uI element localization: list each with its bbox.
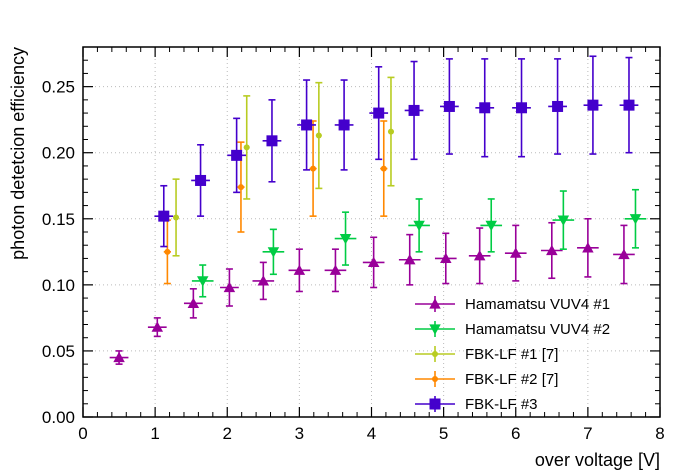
- data-point: [113, 351, 125, 363]
- legend-entry: FBK-LF #1 [7]: [415, 346, 558, 363]
- data-point: [380, 165, 387, 172]
- data-point: [403, 254, 416, 265]
- legend-marker: [429, 298, 441, 309]
- x-tick-label: 5: [439, 424, 448, 443]
- legend-label: Hamamatsu VUV4 #1: [465, 296, 610, 313]
- data-point: [485, 220, 497, 232]
- legend-label: FBK-LF #3: [465, 396, 538, 413]
- x-tick-label: 8: [655, 424, 664, 443]
- data-point: [151, 321, 164, 332]
- legend-entry: FBK-LF #3: [415, 396, 538, 413]
- x-tick-label: 4: [367, 424, 376, 443]
- legend-marker: [432, 351, 438, 357]
- grid: [83, 47, 660, 417]
- series-2: [191, 188, 647, 298]
- x-tick-label: 0: [78, 424, 87, 443]
- legend-label: FBK-LF #2 [7]: [465, 371, 558, 388]
- data-point: [339, 234, 352, 245]
- data-point: [473, 250, 486, 261]
- data-point: [243, 144, 250, 151]
- data-point: [266, 135, 278, 147]
- data-point: [367, 256, 380, 267]
- tick-labels: 0 1 2 3 4 5 6 7 8 0.00 0.05 0.10 0.15 0.20 0.25: [42, 78, 665, 443]
- data-point: [516, 102, 528, 114]
- data-point: [301, 119, 313, 131]
- y-tick-label: 0.05: [42, 342, 75, 361]
- data-point: [338, 119, 350, 131]
- data-point: [164, 248, 171, 255]
- data-point: [546, 244, 558, 256]
- series-1: [109, 217, 635, 365]
- data-point: [557, 215, 570, 226]
- series-5: [154, 55, 639, 248]
- data-point: [440, 252, 452, 264]
- y-tick-label: 0.10: [42, 276, 75, 295]
- y-tick-label: 0.15: [42, 210, 75, 229]
- data-point: [315, 132, 322, 139]
- legend-label: FBK-LF #1 [7]: [465, 346, 558, 363]
- legend: Hamamatsu VUV4 #1 Hamamatsu VUV4 #2 FBK-LF…: [415, 296, 610, 413]
- data-point: [629, 214, 642, 225]
- data-point: [408, 104, 420, 116]
- data-point: [413, 220, 425, 232]
- data-point: [196, 276, 209, 287]
- legend-label: Hamamatsu VUV4 #2: [465, 321, 610, 338]
- y-tick-label: 0.00: [42, 408, 75, 427]
- data-point: [479, 102, 491, 114]
- legend-entry: FBK-LF #2 [7]: [415, 371, 558, 388]
- x-tick-label: 2: [223, 424, 232, 443]
- data-point: [257, 275, 270, 286]
- legend-entry: Hamamatsu VUV4 #1: [415, 296, 610, 313]
- data-point: [310, 165, 317, 172]
- data-point: [158, 210, 170, 222]
- axis-ticks: [82, 46, 661, 418]
- x-tick-label: 7: [583, 424, 592, 443]
- data-point: [587, 99, 599, 111]
- data-point: [231, 149, 243, 161]
- legend-marker: [429, 398, 441, 410]
- x-tick-label: 3: [295, 424, 304, 443]
- x-tick-label: 1: [150, 424, 159, 443]
- data-point: [223, 281, 236, 293]
- legend-marker: [432, 376, 438, 382]
- data-point: [387, 128, 394, 135]
- data-point: [173, 214, 180, 221]
- y-tick-label: 0.20: [42, 144, 75, 163]
- data-point: [293, 264, 306, 275]
- legend-marker: [429, 324, 441, 335]
- data-point: [237, 184, 244, 191]
- y-axis-title: photon detetcion efficiency: [8, 47, 28, 260]
- data-point: [618, 248, 630, 260]
- data-point: [195, 174, 207, 186]
- x-tick-label: 6: [511, 424, 520, 443]
- series-3: [172, 76, 395, 257]
- data-point: [443, 100, 455, 112]
- y-tick-label: 0.25: [42, 78, 75, 97]
- x-axis-title: over voltage [V]: [535, 450, 660, 470]
- data-point: [329, 264, 342, 275]
- data-series: [109, 55, 647, 365]
- data-point: [552, 100, 564, 112]
- data-point: [373, 107, 385, 119]
- data-point: [510, 247, 522, 258]
- data-point: [582, 242, 594, 253]
- legend-entry: Hamamatsu VUV4 #2: [415, 321, 610, 338]
- data-point: [623, 99, 635, 111]
- data-point: [267, 247, 280, 258]
- data-point: [187, 297, 200, 308]
